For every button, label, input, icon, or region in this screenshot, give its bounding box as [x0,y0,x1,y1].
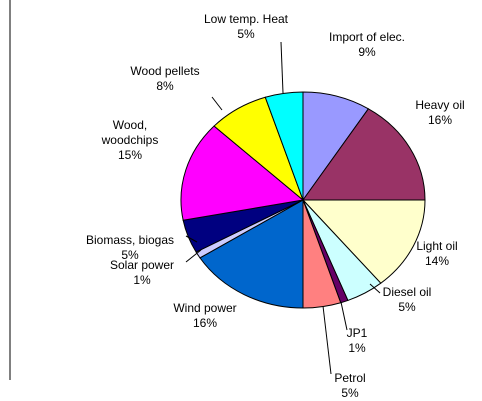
value-label: 15% [117,148,143,162]
category-label: Low temp. Heat [203,12,289,26]
pie-slice [180,125,305,221]
pie-slice [199,199,304,309]
leader-line [369,283,381,294]
category-label: Wood, woodchips [101,118,159,147]
leader-line [211,96,223,111]
value-label: 5% [121,248,139,262]
value-label: 1% [133,273,151,287]
value-label: 1% [348,341,366,355]
category-label: Light oil [416,239,458,253]
pie-slice [302,108,426,201]
value-label: 8% [156,79,174,93]
leader-line [322,305,332,375]
value-label: 14% [424,254,450,268]
category-label: Heavy oil [415,98,465,112]
slice-label: Petrol 5% [334,371,365,401]
slice-label: Wood pellets 8% [130,64,199,94]
category-label: Solar power [109,258,175,272]
slice-label: Solar power 1% [110,258,174,288]
value-label: 16% [192,316,218,330]
slice-label: Import of elec. 9% [329,30,405,60]
leader-line [185,235,198,243]
leader-line [185,249,202,263]
value-label: 5% [398,300,416,314]
slice-label: Low temp. Heat 5% [204,12,288,42]
slice-label: JP1 1% [347,326,368,356]
value-label: 16% [427,113,453,127]
category-label: Wood pellets [130,64,200,78]
category-label: Wind power [173,301,237,315]
slice-label: Biomass, biogas 5% [86,233,174,263]
value-label: 5% [237,27,255,41]
category-label: Diesel oil [382,285,432,299]
pie-slice [264,91,304,201]
slice-label: Wind power 16% [173,301,236,331]
value-label: 9% [358,45,376,59]
category-label: Import of elec. [328,30,406,44]
value-label: 5% [341,386,359,400]
leader-line [340,301,348,331]
pie-slice [301,199,426,284]
leader-line [280,41,284,94]
slice-label: Wood, woodchips 15% [95,118,165,163]
slice-label: Heavy oil 16% [415,98,464,128]
category-label: Petrol [334,371,366,385]
category-label: JP1 [346,326,368,340]
slice-label: Light oil 14% [416,239,457,269]
category-label: Biomass, biogas [85,233,175,247]
slice-label: Diesel oil 5% [383,285,432,315]
